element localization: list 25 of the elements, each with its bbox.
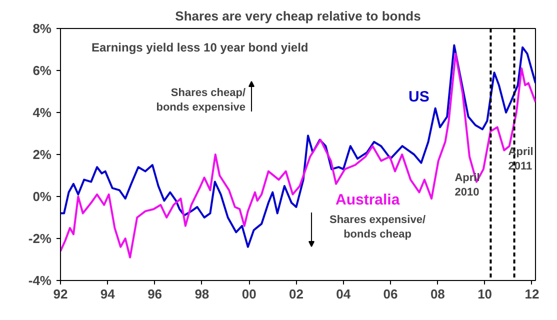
x-tick-label: 02 bbox=[289, 286, 304, 302]
x-tick-label: 04 bbox=[336, 286, 352, 302]
y-tick-label: 2% bbox=[32, 147, 52, 162]
x-tick-label: 92 bbox=[53, 286, 68, 302]
x-tick-label: 98 bbox=[194, 286, 210, 302]
ref-line-label: April 2011 bbox=[508, 146, 534, 172]
annotation: Shares cheap/ bonds expensive bbox=[156, 87, 246, 114]
annotation: Shares expensive/ bonds cheap bbox=[330, 214, 426, 240]
x-tick-label: 96 bbox=[148, 286, 162, 302]
x-tick-label: 12 bbox=[524, 286, 540, 302]
text: Earnings yield less 10 year bond yield bbox=[92, 40, 308, 54]
y-tick-label: -4% bbox=[28, 273, 52, 288]
series-label: Australia bbox=[336, 192, 400, 208]
x-tick-label: 06 bbox=[383, 286, 398, 302]
y-tick-label: -2% bbox=[28, 231, 52, 246]
x-tick-label: 94 bbox=[100, 286, 116, 302]
chart-title: Shares are very cheap relative to bonds bbox=[175, 8, 421, 24]
y-tick-label: 6% bbox=[32, 63, 52, 78]
y-tick-label: 4% bbox=[32, 105, 52, 120]
x-tick-label: 10 bbox=[478, 286, 492, 302]
series-label: US bbox=[408, 88, 430, 106]
x-tick-label: 08 bbox=[430, 286, 445, 302]
x-tick-label: 00 bbox=[242, 286, 256, 302]
y-tick-label: 8% bbox=[32, 21, 52, 36]
y-tick-label: 0% bbox=[32, 189, 52, 204]
